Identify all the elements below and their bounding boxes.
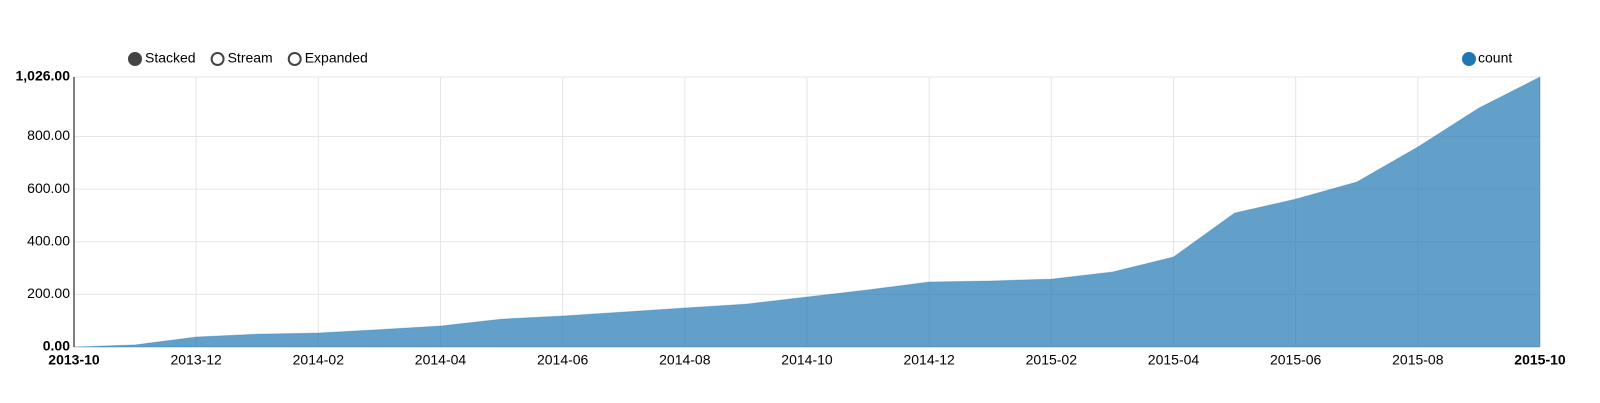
x-tick-label: 2013-12 — [170, 352, 222, 368]
y-tick-label: 400.00 — [27, 232, 70, 248]
x-tick-label: 2014-02 — [293, 352, 345, 368]
x-tick-label: 2015-04 — [1148, 352, 1200, 368]
x-tick-label: 2014-10 — [781, 352, 833, 368]
x-tick-label: 2013-10 — [48, 352, 100, 368]
x-tick-label: 2014-06 — [537, 352, 589, 368]
control-label[interactable]: Stacked — [145, 50, 196, 66]
x-tick-label: 2014-04 — [415, 352, 467, 368]
legend-marker[interactable] — [1462, 52, 1476, 66]
area — [73, 76, 1541, 348]
control-radio[interactable] — [128, 52, 142, 66]
y-tick-label: 800.00 — [27, 127, 70, 143]
x-tick-label: 2014-12 — [903, 352, 955, 368]
y-tick-label: 600.00 — [27, 180, 70, 196]
x-tick-label: 2015-08 — [1392, 352, 1444, 368]
control-radio[interactable] — [287, 52, 302, 66]
y-tick-label: 1,026.00 — [16, 68, 71, 84]
x-tick-label: 2015-10 — [1514, 352, 1566, 368]
control-label[interactable]: Expanded — [305, 50, 368, 66]
control-radio[interactable] — [210, 52, 225, 66]
control-label[interactable]: Stream — [228, 50, 273, 66]
legend-label[interactable]: count — [1478, 50, 1512, 66]
y-tick-label: 0.00 — [43, 338, 70, 354]
x-tick-label: 2014-08 — [659, 352, 711, 368]
y-tick-label: 200.00 — [27, 285, 70, 301]
x-tick-label: 2015-06 — [1270, 352, 1322, 368]
x-tick-label: 2015-02 — [1026, 352, 1078, 368]
